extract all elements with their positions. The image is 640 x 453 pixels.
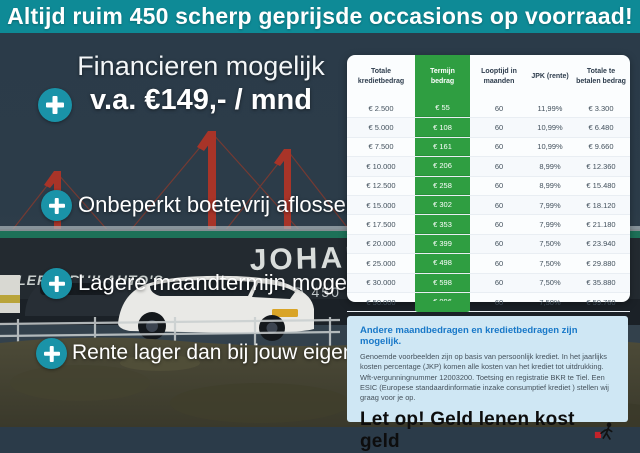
feature-item: Onbeperkt boetevrij aflossen [78, 192, 359, 217]
table-cell: 60 [494, 142, 504, 152]
table-cell: € 15.000 [366, 200, 396, 210]
table-cell: € 6.480 [588, 123, 614, 133]
table-cell: 7,99% [539, 200, 561, 210]
table-cell: € 30.000 [366, 278, 396, 288]
plus-icon [36, 338, 67, 369]
table-cell: € 23.940 [586, 239, 616, 249]
column-header: Termijn bedrag [415, 55, 470, 99]
table-cell: € 18.120 [586, 200, 616, 210]
finance-table-body: € 2.500 € 55 60 11,99% € 3.300 € 5.000 € 108 60… [347, 99, 630, 313]
table-cell: 7,50% [539, 239, 561, 249]
info-panel: Andere maandbedragen en kredietbedragen … [347, 316, 628, 452]
table-cell: 8,99% [539, 181, 561, 191]
column-header: Totale kredietbedrag [357, 67, 405, 86]
table-cell: € 7.500 [368, 142, 394, 152]
finance-table-card: Totale kredietbedrag Termijn bedrag Loopti… [347, 55, 630, 313]
content-overlay: Financieren mogelijk v.a. €149,- / mnd O… [0, 0, 640, 427]
headline-line1: Financieren mogelijk [77, 51, 325, 81]
feature-item: Rente lager dan bij jouw eigen bank [72, 341, 406, 364]
table-cell: 7,99% [539, 220, 561, 230]
table-cell: € 302 [415, 195, 470, 215]
table-cell: 8,99% [539, 161, 561, 171]
table-cell: 60 [494, 258, 504, 268]
table-cell: € 2.500 [368, 103, 394, 113]
table-row: € 25.000 € 498 60 7,50% € 29.880 [347, 254, 630, 274]
plus-icon [41, 268, 72, 299]
table-cell: 10,99% [537, 123, 563, 133]
table-cell: € 206 [415, 157, 470, 176]
table-cell: € 498 [415, 254, 470, 273]
fence [0, 317, 341, 357]
table-cell: € 108 [415, 118, 470, 137]
table-row: € 15.000 € 302 60 7,99% € 18.120 [347, 195, 630, 216]
parked-cars [0, 275, 314, 341]
panel-disclaimer: Genoemde voorbeelden zijn op basis van p… [360, 352, 609, 403]
table-cell: € 9.660 [588, 142, 614, 152]
table-cell: € 3.300 [588, 103, 614, 113]
table-row: € 17.500 € 353 60 7,99% € 21.180 [347, 215, 630, 235]
table-cell: 60 [494, 200, 504, 210]
table-cell: 60 [494, 278, 504, 288]
column-header: JPK (rente) [531, 72, 569, 80]
table-cell: 60 [494, 161, 504, 171]
table-cell: € 17.500 [366, 220, 396, 230]
table-row: € 30.000 € 598 60 7,50% € 35.880 [347, 273, 630, 293]
table-cell: € 12.500 [366, 181, 396, 191]
finance-table-header: Totale kredietbedrag Termijn bedrag Loopti… [347, 55, 630, 99]
table-cell: € 50.000 [366, 297, 396, 307]
table-cell: € 258 [415, 176, 470, 195]
table-cell: 7,50% [539, 297, 561, 307]
table-row: € 7.500 € 161 60 10,99% € 9.660 [347, 137, 630, 158]
table-cell: 60 [494, 181, 504, 191]
plus-icon [41, 190, 72, 221]
table-row: € 50.000€ 996607,50%€ 59.760 [347, 292, 630, 313]
table-row: € 5.000 € 108 60 10,99% € 6.480 [347, 118, 630, 138]
finance-headline: Financieren mogelijk v.a. €149,- / mnd [62, 50, 340, 119]
column-header: Totale te betalen bedrag [576, 67, 626, 86]
headline-line2: v.a. €149,- / mnd [90, 84, 312, 117]
plus-icon [38, 88, 72, 122]
table-cell: 60 [494, 239, 504, 249]
column-header: Looptijd in maanden [481, 67, 517, 86]
table-cell: € 59.760 [586, 297, 616, 307]
table-cell: 10,99% [537, 142, 563, 152]
credit-warning: Let op! Geld lenen kost geld [360, 409, 615, 453]
table-cell: € 55 [415, 99, 470, 118]
table-cell: € 399 [415, 234, 470, 254]
table-cell: € 21.180 [586, 220, 616, 230]
table-cell: 11,99% [537, 103, 563, 113]
table-cell: 60 [494, 297, 504, 307]
table-row: € 10.000 € 206 60 8,99% € 12.360 [347, 157, 630, 177]
table-row: € 2.500 € 55 60 11,99% € 3.300 [347, 99, 630, 119]
table-cell: € 353 [415, 215, 470, 234]
table-cell: € 161 [415, 137, 470, 157]
table-cell: € 15.480 [586, 181, 616, 191]
warning-text: Let op! Geld lenen kost geld [360, 408, 575, 452]
table-cell: 7,50% [539, 258, 561, 268]
table-cell: € 5.000 [368, 123, 394, 133]
termijn-column-tab [415, 301, 470, 312]
panel-heading: Andere maandbedragen en kredietbedragen … [360, 325, 578, 347]
feature-item: Lagere maandtermijn mogelijk [78, 270, 373, 295]
table-cell: € 25.000 [366, 258, 396, 268]
top-banner: Altijd ruim 450 scherp geprijsde occasio… [0, 0, 640, 33]
table-cell: € 35.880 [586, 278, 616, 288]
table-cell: 60 [494, 220, 504, 230]
table-row: € 12.500 € 258 60 8,99% € 15.480 [347, 176, 630, 196]
banner-text: Altijd ruim 450 scherp geprijsde occasio… [7, 3, 633, 29]
table-cell: € 20.000 [366, 239, 396, 249]
table-row: € 20.000 € 399 60 7,50% € 23.940 [347, 234, 630, 255]
table-cell: € 598 [415, 273, 470, 292]
table-cell: 7,50% [539, 278, 561, 288]
table-cell: 60 [494, 123, 504, 133]
table-cell: € 29.880 [586, 258, 616, 268]
table-cell: € 10.000 [366, 161, 396, 171]
geld-lenen-logo-icon [594, 422, 613, 440]
table-cell: 60 [494, 103, 504, 113]
table-cell: € 12.360 [586, 161, 616, 171]
